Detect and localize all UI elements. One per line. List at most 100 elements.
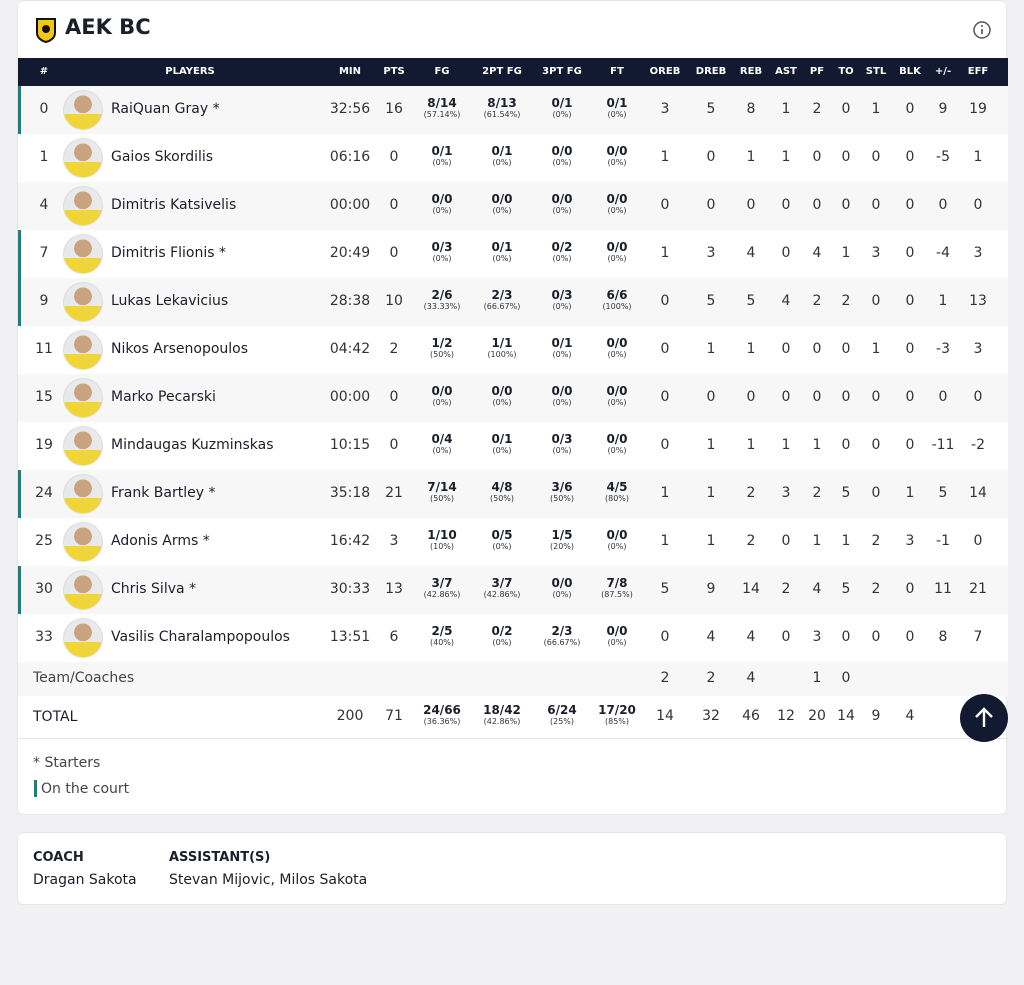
shooting-cell: 0/2 (0%)	[551, 241, 572, 264]
player-name[interactable]: Dimitris Katsivelis	[111, 197, 237, 213]
shots-made: 2/3	[551, 624, 573, 638]
shot-percentage: (33.33%)	[423, 302, 461, 311]
stat-cell: 0	[660, 341, 670, 357]
shot-percentage: (61.54%)	[483, 110, 521, 119]
shooting-cell: 0/0 (0%)	[551, 385, 572, 408]
player-name[interactable]: Dimitris Flionis *	[111, 245, 226, 261]
stat-cell: 1	[938, 293, 948, 309]
stat-cell: 5	[706, 101, 716, 117]
shooting-cell: 2/5 (40%)	[430, 625, 454, 648]
shooting-cell: 0/3 (0%)	[551, 433, 572, 456]
info-button[interactable]	[972, 20, 992, 40]
column-header: REB	[739, 66, 763, 77]
player-row[interactable]: 25 Adonis Arms * 16:42 3 1/10 (10%) 0/5 (0%) 1/5…	[18, 518, 1008, 566]
player-row[interactable]: 0 RaiQuan Gray * 32:56 16 8/14 (57.14%) 8/13 (6…	[18, 86, 1008, 134]
column-header: FG	[434, 66, 450, 77]
player-row[interactable]: 7 Dimitris Flionis * 20:49 0 0/3 (0%) 0/1 (0%) 0…	[18, 230, 1008, 278]
stat-cell: 2	[746, 533, 756, 549]
stat-cell: 0	[812, 341, 822, 357]
minutes: 10:15	[329, 437, 371, 453]
shooting-cell: 0/0 (0%)	[606, 433, 627, 456]
shot-percentage: (36.36%)	[423, 717, 461, 726]
shots-made: 0/2	[491, 624, 513, 638]
player-row[interactable]: 1 Gaios Skordilis 06:16 0 0/1 (0%) 0/1 (0%) 0/0(…	[18, 134, 1008, 182]
player-name[interactable]: Gaios Skordilis	[111, 149, 214, 165]
minutes: 04:42	[329, 341, 371, 357]
stat-cell: 0	[706, 149, 716, 165]
stat-cell: 0	[706, 197, 716, 213]
stat-cell: 14	[969, 485, 987, 501]
player-name[interactable]: Adonis Arms *	[111, 533, 210, 549]
shot-percentage: (50%)	[429, 350, 455, 359]
stat-cell: 5	[841, 581, 851, 597]
on-court-bar	[18, 566, 21, 614]
stat-cell: 1	[660, 245, 670, 261]
player-row[interactable]: 30 Chris Silva * 30:33 13 3/7 (42.86%) 3/7 (42.…	[18, 566, 1008, 614]
shots-made: 7/14	[427, 480, 457, 494]
player-name[interactable]: Lukas Lekavicius	[111, 293, 229, 309]
shooting-cell: 24/66 (36.36%)	[423, 704, 461, 727]
player-name[interactable]: Marko Pecarski	[111, 389, 216, 405]
player-name[interactable]: Mindaugas Kuzminskas	[111, 437, 274, 453]
stat-cell: 0	[938, 389, 948, 405]
total-points: 71	[385, 708, 403, 724]
stat-cell: 2	[812, 485, 822, 501]
stat-cell: 0	[871, 389, 881, 405]
player-row[interactable]: 15 Marko Pecarski 00:00 0 0/0 (0%) 0/0 (0%) 0/0(…	[18, 374, 1008, 422]
player-name[interactable]: Vasilis Charalampopoulos	[111, 629, 290, 645]
shooting-cell: 1/1 (100%)	[487, 337, 516, 360]
stat-cell: 2	[812, 293, 822, 309]
stat-cell: 4	[905, 708, 915, 724]
shooting-cell: 4/8 (50%)	[490, 481, 514, 504]
jersey-number: 15	[35, 389, 53, 405]
stat-cell: 0	[973, 389, 983, 405]
stat-cell: 0	[781, 389, 791, 405]
minutes: 00:00	[329, 197, 371, 213]
shooting-cell: 0/4 (0%)	[431, 433, 452, 456]
stat-cell: 0	[871, 629, 881, 645]
player-row[interactable]: 24 Frank Bartley * 35:18 21 7/14 (50%) 4/8 (50%…	[18, 470, 1008, 518]
legend-bar	[34, 780, 37, 797]
stat-cell: 5	[746, 293, 756, 309]
shooting-cell: 0/0 (0%)	[491, 385, 512, 408]
shooting-cell: 7/14 (50%)	[427, 481, 456, 504]
points: 0	[389, 149, 399, 165]
jersey-number: 1	[39, 149, 49, 165]
player-row[interactable]: 11 Nikos Arsenopoulos 04:42 2 1/2 (50%) 1/1 (10…	[18, 326, 1008, 374]
player-name[interactable]: RaiQuan Gray *	[111, 101, 220, 117]
stat-cell: 5	[660, 581, 670, 597]
player-name[interactable]: Chris Silva *	[111, 581, 197, 597]
points: 16	[385, 101, 403, 117]
shot-percentage: (0%)	[607, 206, 627, 215]
scroll-top-button[interactable]	[960, 694, 1008, 742]
stat-cell: 0	[905, 293, 915, 309]
shooting-cell: 0/1 (0%)	[551, 337, 572, 360]
stat-cell: 0	[660, 437, 670, 453]
column-header: PLAYERS	[165, 66, 215, 77]
player-row[interactable]: 4 Dimitris Katsivelis 00:00 0 0/0 (0%) 0/0 (0%)…	[18, 182, 1008, 230]
stat-cell: 4	[746, 245, 756, 261]
points: 0	[389, 197, 399, 213]
stat-cell: 4	[746, 670, 756, 686]
stat-cell: 0	[746, 197, 756, 213]
stat-cell: -3	[936, 341, 950, 357]
column-header: STL	[865, 66, 887, 77]
player-row[interactable]: 9 Lukas Lekavicius 28:38 10 2/6 (33.33%) 2/3 (6…	[18, 278, 1008, 326]
player-avatar	[63, 90, 103, 130]
stat-cell: 2	[812, 101, 822, 117]
player-name[interactable]: Nikos Arsenopoulos	[111, 341, 249, 357]
shooting-cell: 8/13 (61.54%)	[484, 97, 521, 120]
stat-cell: 21	[969, 581, 987, 597]
stat-cell: 5	[938, 485, 948, 501]
player-row[interactable]: 19 Mindaugas Kuzminskas 10:15 0 0/4 (0%) 0/1 (0…	[18, 422, 1008, 470]
player-name[interactable]: Frank Bartley *	[111, 485, 216, 501]
stat-cell: 2	[746, 485, 756, 501]
player-row[interactable]: 33 Vasilis Charalampopoulos 13:51 6 2/5 (40%)…	[18, 614, 1008, 662]
stat-cell: 2	[841, 293, 851, 309]
shots-made: 0/3	[431, 240, 453, 254]
stat-cell: -4	[936, 245, 950, 261]
shots-made: 3/7	[491, 576, 513, 590]
stat-cell: 1	[660, 149, 670, 165]
shots-made: 0/0	[551, 192, 573, 206]
shot-percentage: (40%)	[429, 638, 455, 647]
